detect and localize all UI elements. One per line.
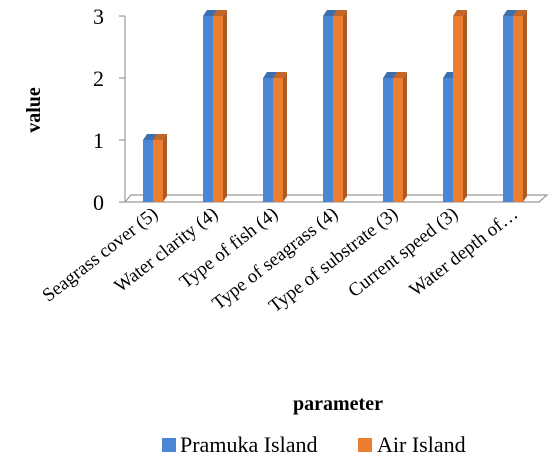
bar-top-face <box>323 10 337 16</box>
bar-front-face <box>393 78 403 202</box>
bar-front-face <box>383 78 393 202</box>
x-category-label: Water depth of… <box>406 203 523 300</box>
bar-air-6 <box>513 10 527 202</box>
x-category-label: Current speed (3) <box>344 203 462 301</box>
bar-front-face <box>273 78 283 202</box>
bar-front-face <box>323 16 333 202</box>
x-axis-title: parameter <box>293 393 383 415</box>
category-labels: Seagrass cover (5)Water clarity (4)Type … <box>39 203 523 317</box>
bar-side-face <box>223 10 227 202</box>
bar-top-face <box>153 134 167 140</box>
bar-front-face <box>203 16 213 202</box>
bar-front-face <box>443 78 453 202</box>
bar-air-2 <box>273 72 287 202</box>
y-tick-label: 2 <box>93 66 104 91</box>
legend-swatch <box>162 438 176 452</box>
y-tick-label: 3 <box>93 4 104 29</box>
bar-air-1 <box>213 10 227 202</box>
legend: Pramuka Island Air Island <box>162 432 466 457</box>
bar-front-face <box>333 16 343 202</box>
bar-air-3 <box>333 10 347 202</box>
y-tick-label: 1 <box>93 128 104 153</box>
bar-side-face <box>523 10 527 202</box>
bar-side-face <box>343 10 347 202</box>
bar-air-5 <box>453 10 467 202</box>
bar-front-face <box>153 140 163 202</box>
bar-air-0 <box>153 134 167 202</box>
y-axis-title: value <box>23 87 45 133</box>
bar-top-face <box>453 10 467 16</box>
bar-front-face <box>503 16 513 202</box>
bar-side-face <box>163 134 167 202</box>
bar-side-face <box>403 72 407 202</box>
bar-side-face <box>283 72 287 202</box>
bar-top-face <box>333 10 347 16</box>
bar-top-face <box>503 10 517 16</box>
bar-top-face <box>513 10 527 16</box>
bar-front-face <box>453 16 463 202</box>
bar-front-face <box>213 16 223 202</box>
y-tick-label: 0 <box>93 190 104 215</box>
legend-label: Pramuka Island <box>180 432 317 457</box>
bar-top-face <box>203 10 217 16</box>
bar-top-face <box>393 72 407 78</box>
bar-front-face <box>143 140 153 202</box>
legend-label: Air Island <box>377 432 466 457</box>
bar-top-face <box>213 10 227 16</box>
bar-front-face <box>513 16 523 202</box>
bar-front-face <box>263 78 273 202</box>
bar-top-face <box>263 72 277 78</box>
y-tick-labels: 0 1 2 3 <box>93 4 125 215</box>
bar-top-face <box>273 72 287 78</box>
bar-side-face <box>463 10 467 202</box>
bars-layer <box>143 10 527 202</box>
bar-air-4 <box>393 72 407 202</box>
x-category-label: Water clarity (4) <box>111 203 222 297</box>
legend-swatch <box>358 438 372 452</box>
bar-top-face <box>143 134 157 140</box>
bar-top-face <box>383 72 397 78</box>
